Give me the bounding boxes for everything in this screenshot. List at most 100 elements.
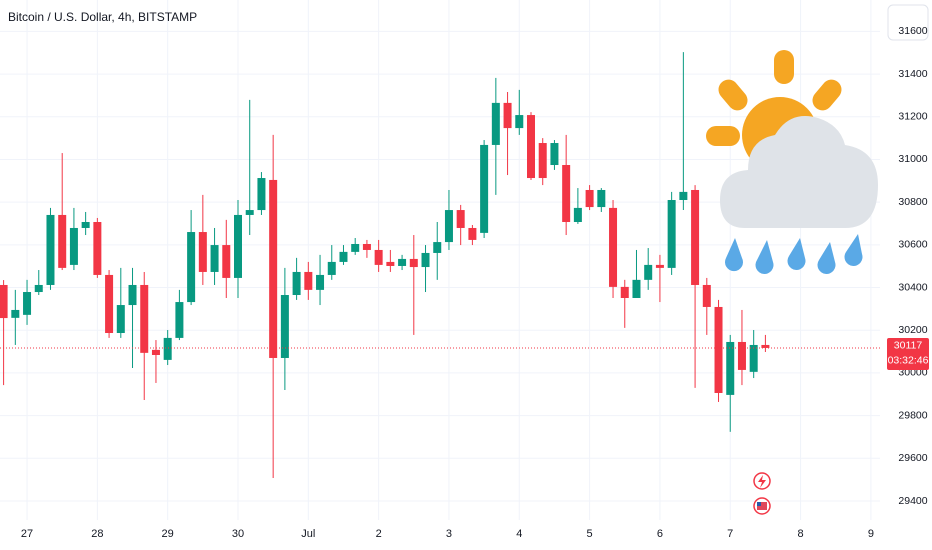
chart-title: Bitcoin / U.S. Dollar, 4h, BITSTAMP — [8, 10, 197, 24]
candle-body — [234, 214, 242, 278]
candle-body — [444, 210, 453, 243]
y-tick-label: 29600 — [898, 452, 927, 464]
x-tick-label: 7 — [727, 528, 733, 540]
candle-body — [175, 302, 184, 338]
candle-body — [620, 286, 629, 298]
candle-body — [632, 279, 641, 298]
price-label: 30117 — [894, 340, 923, 352]
x-tick-label: 29 — [162, 528, 174, 540]
candle-body — [433, 242, 442, 253]
x-tick-label: 9 — [868, 528, 874, 540]
candle-body — [503, 102, 512, 129]
sun-ray — [812, 79, 842, 111]
candle-body — [749, 344, 758, 372]
y-tick-label: 31200 — [898, 111, 927, 123]
candle-body — [187, 232, 196, 303]
y-tick-label: 30400 — [898, 281, 927, 293]
x-tick-label: 27 — [21, 528, 33, 540]
candle-body — [456, 210, 465, 228]
flash-icon — [758, 475, 766, 488]
candle-body — [480, 144, 489, 233]
cloud — [720, 116, 878, 228]
weather-icon — [706, 50, 878, 274]
x-tick-label: 6 — [657, 528, 663, 540]
candle-body — [679, 191, 688, 201]
candle-body — [222, 245, 231, 278]
candle-body — [491, 102, 500, 145]
candle-body — [351, 243, 360, 252]
candle-body — [386, 261, 395, 266]
candle-body — [609, 207, 618, 287]
candle-body — [128, 284, 137, 306]
x-tick-label: 4 — [516, 528, 522, 540]
countdown-label: 03:32:46 — [888, 355, 929, 367]
candle-body — [362, 243, 371, 250]
flag-icon — [757, 502, 761, 506]
candle-body — [550, 143, 559, 166]
candle-body — [163, 337, 172, 360]
candle-body — [292, 271, 301, 296]
candle-body — [644, 264, 653, 280]
rain-drop — [787, 238, 806, 270]
candle-body — [527, 115, 535, 179]
sun-ray — [774, 50, 794, 84]
candle-body — [151, 349, 160, 355]
candle-body — [116, 305, 125, 334]
candle-body — [245, 210, 254, 215]
candle-body — [46, 214, 55, 285]
candle-body — [562, 165, 571, 223]
candle-body — [398, 258, 407, 266]
y-tick-label: 29400 — [898, 495, 927, 507]
candle-body — [304, 271, 313, 290]
sun-ray — [706, 126, 740, 146]
y-tick-label: 31600 — [898, 25, 927, 37]
candle-body — [515, 115, 524, 129]
candle-body — [140, 284, 149, 353]
x-tick-label: 30 — [232, 528, 244, 540]
candle-body — [339, 251, 348, 262]
x-tick-label: 8 — [797, 528, 803, 540]
candle-body — [737, 341, 746, 370]
x-tick-label: 3 — [446, 528, 452, 540]
candle-body — [538, 143, 547, 179]
x-tick-label: 2 — [376, 528, 382, 540]
candle-body — [714, 306, 723, 393]
y-tick-label: 30200 — [898, 324, 927, 336]
x-tick-label: 28 — [91, 528, 103, 540]
x-tick-label: 5 — [587, 528, 593, 540]
y-tick-label: 31400 — [898, 68, 927, 80]
price-tag — [887, 337, 929, 370]
candle-body — [761, 344, 770, 348]
candle-body — [257, 178, 266, 211]
event-icons — [753, 472, 771, 515]
y-tick-label: 30800 — [898, 196, 927, 208]
candle-body — [327, 261, 336, 275]
candle-body — [702, 284, 711, 307]
candle-body — [667, 200, 676, 268]
candle-body — [81, 222, 90, 228]
y-tick-label: 29800 — [898, 409, 927, 421]
candle-body — [374, 249, 383, 265]
rain-drop — [817, 242, 836, 274]
candle-body — [573, 207, 582, 223]
candle-body — [0, 284, 8, 319]
flag-icon — [757, 502, 767, 510]
candle-body — [421, 252, 430, 268]
y-tick-label: 30600 — [898, 239, 927, 251]
settings-button[interactable] — [887, 4, 929, 41]
y-tick-label: 31000 — [898, 153, 927, 165]
candle-body — [69, 227, 78, 265]
candle-body — [58, 214, 67, 268]
candle-body — [691, 189, 700, 285]
candle-body — [655, 264, 664, 268]
sun-ray — [718, 79, 748, 111]
candle-body — [409, 258, 418, 268]
candle-body — [468, 227, 477, 240]
rain-drop — [725, 238, 743, 272]
rain-drop — [844, 234, 863, 266]
candle-body — [269, 179, 278, 358]
candle-body — [316, 274, 325, 290]
candle-body — [280, 295, 289, 358]
candle-body — [210, 245, 219, 272]
